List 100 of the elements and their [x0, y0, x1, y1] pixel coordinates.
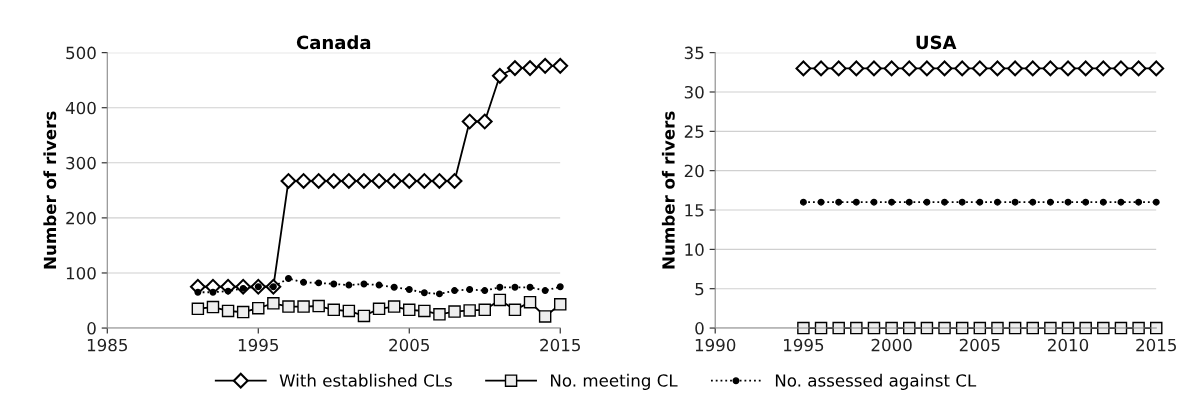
point [905, 198, 913, 206]
point [852, 198, 860, 206]
y-tick-label: 20 [684, 164, 704, 178]
point [511, 283, 519, 291]
point [194, 288, 202, 296]
point [491, 67, 508, 84]
point [280, 173, 297, 189]
point [1099, 198, 1107, 206]
point [310, 173, 327, 189]
point [327, 303, 341, 317]
point [221, 304, 235, 318]
x-tick-label: 2005 [389, 338, 429, 352]
point [1152, 198, 1160, 206]
point [1024, 60, 1041, 77]
x-tick-label: 1990 [695, 338, 736, 352]
point [357, 309, 371, 323]
point [433, 308, 446, 321]
point [918, 60, 935, 77]
point [1042, 60, 1059, 77]
point [1113, 60, 1129, 77]
point [356, 173, 372, 189]
point [508, 303, 522, 317]
point [1130, 60, 1147, 77]
point [446, 173, 463, 189]
y-tick-label: 400 [65, 101, 96, 115]
point [390, 283, 398, 291]
point [330, 280, 338, 288]
point [993, 198, 1001, 206]
point [478, 303, 491, 317]
point [538, 310, 552, 323]
point [340, 173, 357, 189]
y-tick-label: 200 [66, 211, 96, 225]
y-tick-label: 15 [685, 204, 704, 217]
point [1060, 60, 1076, 77]
x-tick-label: 2010 [1048, 338, 1089, 352]
point [252, 301, 265, 315]
point [493, 293, 507, 307]
y-tick-label: 30 [684, 85, 704, 99]
point [1007, 60, 1024, 77]
point [537, 57, 554, 74]
point [418, 304, 431, 318]
point [295, 173, 312, 189]
x-tick-label: 1995 [238, 338, 279, 352]
point [522, 60, 538, 76]
point [1029, 198, 1037, 206]
point [941, 198, 949, 206]
point [936, 60, 953, 77]
point [416, 173, 433, 189]
point [315, 279, 323, 287]
point [1095, 60, 1112, 77]
y-tick-label: 0 [695, 322, 704, 335]
y-tick-label: 300 [66, 156, 96, 170]
point [958, 198, 966, 206]
point [345, 281, 353, 289]
point [209, 288, 217, 296]
y-tick-label: 0 [87, 322, 96, 335]
point [835, 198, 843, 206]
point [901, 60, 918, 77]
point [466, 286, 474, 293]
legend-label: No. assessed against CL [775, 373, 977, 390]
point [526, 283, 534, 291]
point [799, 198, 807, 206]
point [401, 173, 418, 189]
point [405, 286, 413, 293]
point [342, 304, 356, 318]
chart-title: USA [916, 35, 957, 50]
y-tick-label: 25 [684, 125, 704, 138]
chart-title: Canada [296, 35, 371, 50]
point [507, 60, 523, 76]
point [866, 60, 882, 77]
point [297, 300, 310, 313]
point [267, 297, 280, 310]
point [813, 60, 829, 77]
legend-label: With established CLs [279, 373, 452, 387]
point [325, 173, 342, 189]
y-tick-label: 100 [66, 266, 96, 280]
point [371, 173, 387, 189]
x-tick-label: 2000 [871, 338, 912, 352]
y-tick-label: 500 [66, 46, 96, 60]
point [420, 289, 428, 297]
point [870, 198, 878, 206]
x-tick-label: 1995 [784, 338, 824, 352]
legend-label: No. meeting CL [551, 373, 678, 390]
point [523, 295, 537, 309]
point [1046, 198, 1054, 206]
point [461, 113, 478, 130]
point [403, 303, 416, 317]
point [206, 300, 220, 314]
point [848, 60, 865, 77]
point [224, 287, 232, 295]
point [1135, 198, 1143, 206]
point [481, 287, 489, 295]
point [284, 275, 292, 282]
point [888, 198, 896, 206]
point [541, 287, 549, 295]
point [795, 60, 812, 77]
x-tick-label: 2015 [540, 338, 580, 352]
point [375, 281, 383, 289]
point [387, 300, 401, 313]
point [1077, 60, 1094, 77]
